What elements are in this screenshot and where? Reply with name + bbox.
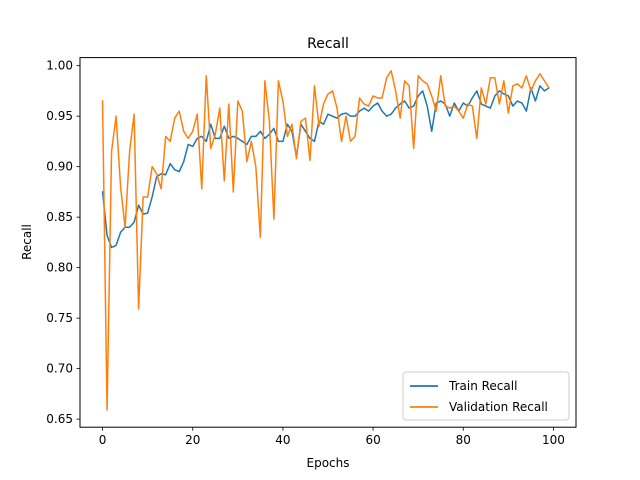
y-tick-label: 0.65: [46, 412, 73, 426]
x-tick-label: 20: [185, 433, 200, 447]
chart-title: Recall: [307, 36, 349, 52]
y-tick-label: 0.80: [46, 261, 73, 275]
y-axis-title: Recall: [20, 224, 34, 260]
x-tick-label: 80: [456, 433, 471, 447]
x-axis: 0 20 40 60 80 100: [99, 427, 565, 447]
y-tick-label: 0.70: [46, 362, 73, 376]
plot-area-frame: [79, 57, 577, 428]
legend-label-train-recall: Train Recall: [448, 379, 517, 393]
x-tick-label: 40: [275, 433, 290, 447]
legend-label-validation-recall: Validation Recall: [449, 400, 548, 414]
legend: Train Recall Validation Recall: [402, 371, 570, 421]
x-tick-label: 100: [542, 433, 565, 447]
x-axis-title: Epochs: [307, 456, 350, 470]
x-tick-label: 0: [99, 433, 107, 447]
y-axis: 0.65 0.70 0.75 0.80 0.85 0.90 0.95 1.00: [46, 59, 80, 426]
y-tick-label: 0.90: [46, 160, 73, 174]
x-tick-label: 60: [365, 433, 380, 447]
y-tick-label: 0.85: [46, 210, 73, 224]
y-tick-label: 0.75: [46, 311, 73, 325]
y-tick-label: 1.00: [46, 59, 73, 73]
series-layer: [101, 69, 550, 411]
series-line-train-recall: [101, 85, 550, 249]
y-tick-label: 0.95: [46, 109, 73, 123]
series-line-validation-recall: [101, 69, 550, 411]
legend-frame: [402, 371, 570, 421]
